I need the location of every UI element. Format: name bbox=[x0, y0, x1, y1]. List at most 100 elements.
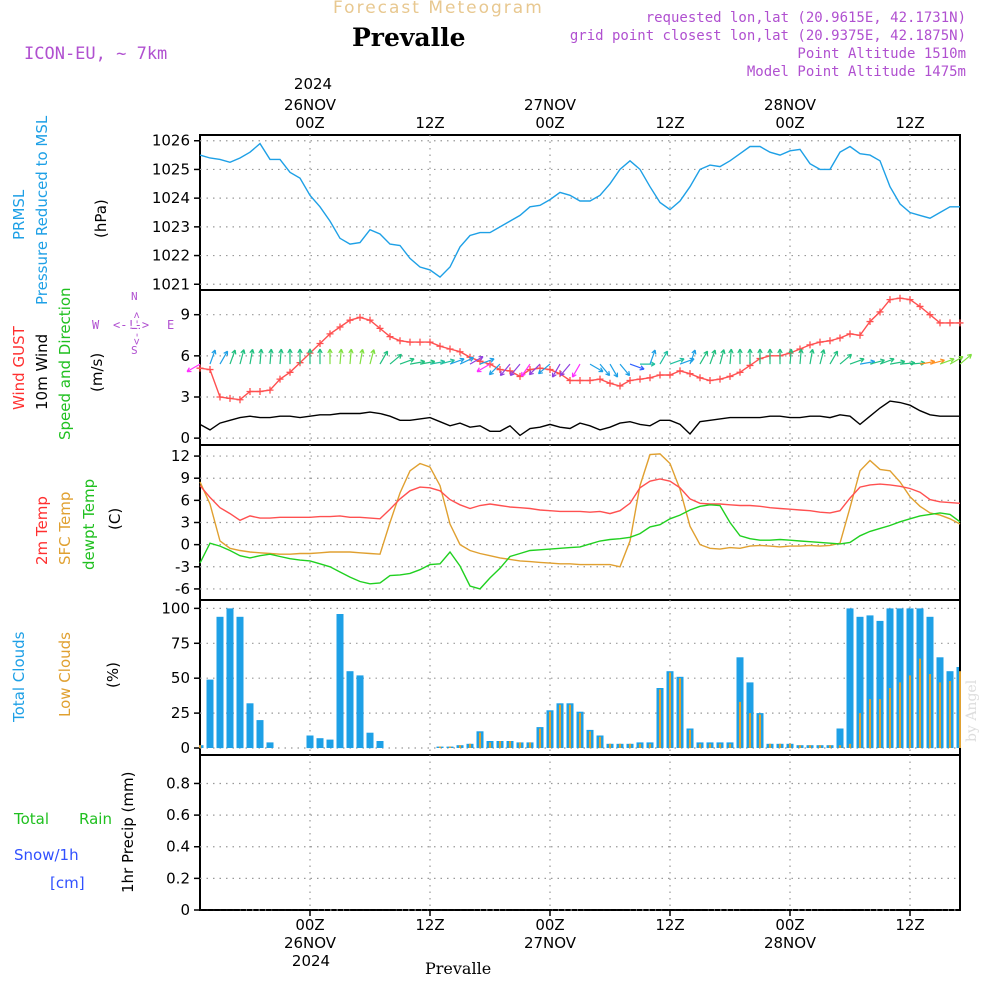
wind-gust-marker bbox=[416, 338, 424, 346]
wind-direction-arrow bbox=[849, 357, 865, 365]
wind-gust-marker bbox=[286, 368, 294, 376]
wind-direction-arrow bbox=[369, 349, 376, 365]
wind-gust-marker bbox=[246, 388, 254, 396]
total-cloud-bar bbox=[366, 732, 374, 749]
low-cloud-bar bbox=[819, 745, 821, 748]
y-tick-label: 75 bbox=[171, 634, 190, 652]
y-tick-label: 1021 bbox=[152, 275, 190, 293]
wind-gust-marker bbox=[386, 333, 394, 341]
low-cloud-bar bbox=[849, 743, 851, 748]
y-tick-label: 0.6 bbox=[166, 806, 190, 824]
wind-gust-marker bbox=[596, 375, 604, 383]
low-cloud-bar bbox=[469, 743, 471, 748]
low-cloud-bar bbox=[529, 742, 531, 748]
low-cloud-bar bbox=[759, 714, 761, 748]
low-cloud-bar bbox=[459, 745, 461, 748]
low-cloud-bar bbox=[669, 672, 671, 748]
wind-gust-marker bbox=[636, 375, 644, 383]
wind-gust-marker bbox=[506, 367, 514, 375]
y-tick-label: 9 bbox=[180, 469, 190, 487]
y-tick-label: 0.8 bbox=[166, 774, 190, 792]
wind-direction-arrow bbox=[669, 357, 685, 365]
wind-gust-marker bbox=[696, 374, 704, 382]
wind-gust-marker bbox=[546, 366, 554, 374]
wind-gust-marker bbox=[826, 337, 834, 345]
top-date-label: 27NOV bbox=[524, 96, 577, 114]
low-cloud-bar bbox=[579, 713, 581, 748]
bottom-date-label: 26NOV bbox=[284, 934, 337, 952]
y-tick-label: 0 bbox=[180, 536, 190, 554]
y-tick-label: 1022 bbox=[152, 247, 190, 265]
wind-gust-marker bbox=[906, 296, 914, 304]
wind-gust-marker bbox=[886, 296, 894, 304]
wind-gust-marker bbox=[266, 386, 274, 394]
y-tick-label: -3 bbox=[175, 558, 190, 576]
total-cloud-bar bbox=[246, 703, 254, 748]
total-cloud-bar bbox=[336, 614, 344, 749]
top-hour-label: 12Z bbox=[895, 114, 924, 132]
requested-coords: requested lon,lat (20.9615E, 42.1731N) bbox=[645, 10, 966, 26]
wind-direction-arrow bbox=[186, 363, 201, 373]
bottom-date-label: 28NOV bbox=[764, 934, 817, 952]
bottom-hour-label: 12Z bbox=[415, 916, 444, 934]
top-hour-label: 00Z bbox=[775, 114, 804, 132]
compass-w: W bbox=[92, 318, 100, 332]
y-tick-label: 0 bbox=[180, 901, 190, 919]
y-tick-label: 9 bbox=[180, 306, 190, 324]
wind-gust-marker bbox=[576, 377, 584, 385]
top-hour-label: 12Z bbox=[655, 114, 684, 132]
wind-gust-marker bbox=[206, 366, 214, 374]
y-tick-label: 3 bbox=[180, 514, 190, 532]
total-cloud-bar bbox=[846, 608, 854, 748]
low-cloud-bar bbox=[829, 745, 831, 748]
panel-frame bbox=[199, 754, 961, 911]
wind-direction-arrow bbox=[479, 357, 495, 365]
wind-direction-arrow bbox=[307, 348, 313, 365]
wind-gust-marker bbox=[276, 375, 284, 383]
low-cloud-bar bbox=[599, 736, 601, 748]
top-date-label: 28NOV bbox=[764, 96, 817, 114]
total-cloud-bar bbox=[206, 679, 214, 748]
wind-direction-arrow bbox=[459, 356, 475, 365]
low-cloud-bar bbox=[919, 658, 921, 748]
y-tick-label: 25 bbox=[171, 704, 190, 722]
bottom-hour-label: 00Z bbox=[775, 916, 804, 934]
wind-direction-arrow bbox=[939, 357, 955, 365]
wind-direction-arrow bbox=[949, 356, 964, 365]
y-tick-label: 100 bbox=[161, 599, 190, 617]
wind-gust-marker bbox=[836, 334, 844, 342]
wind-gust-marker bbox=[606, 379, 614, 387]
wind-gust-marker bbox=[656, 371, 664, 379]
wind-direction-arrow bbox=[219, 350, 229, 365]
wind-gust-marker bbox=[646, 374, 654, 382]
wind-direction-arrow bbox=[879, 357, 895, 365]
low-cloud-bar bbox=[549, 711, 551, 748]
low-cloud-bar bbox=[479, 732, 481, 749]
wind-gust-marker bbox=[406, 338, 414, 346]
wind-gust-marker bbox=[436, 342, 444, 350]
y-tick-label: 0.2 bbox=[166, 869, 190, 887]
low-cloud-bar bbox=[709, 743, 711, 748]
point-altitude: Point Altitude 1510m bbox=[797, 46, 966, 62]
low-cloud-bar bbox=[959, 671, 961, 748]
wind-direction-arrow bbox=[559, 363, 571, 377]
compass-horizontal: <-!-> bbox=[113, 318, 150, 332]
bottom-year: 2024 bbox=[291, 952, 331, 970]
wind-direction-arrow bbox=[737, 348, 743, 365]
wind-gust-marker bbox=[706, 377, 714, 385]
wind-gust-marker bbox=[366, 316, 374, 324]
total-cloud-bar bbox=[266, 742, 274, 748]
low-cloud-bar bbox=[489, 742, 491, 748]
wind-direction-arrow bbox=[520, 363, 531, 377]
top-date-label: 26NOV bbox=[284, 96, 337, 114]
wind-gust-marker bbox=[216, 393, 224, 401]
low-cloud-bar bbox=[629, 743, 631, 748]
top-hour-label: 12Z bbox=[415, 114, 444, 132]
y-tick-label: 50 bbox=[171, 669, 190, 687]
total-cloud-bar bbox=[226, 608, 234, 748]
total-cloud-bar bbox=[866, 615, 874, 749]
wind-direction-arrow bbox=[709, 349, 717, 365]
wind-direction-arrow bbox=[268, 348, 274, 365]
bottom-hour-label: 12Z bbox=[655, 916, 684, 934]
